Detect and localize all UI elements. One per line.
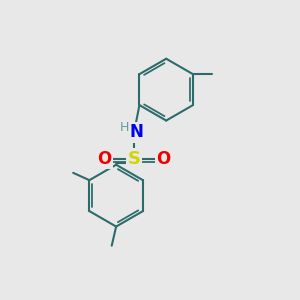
Text: N: N bbox=[130, 123, 144, 141]
Text: O: O bbox=[97, 150, 112, 168]
Text: S: S bbox=[127, 150, 140, 168]
Text: H: H bbox=[120, 121, 129, 134]
Text: O: O bbox=[156, 150, 170, 168]
